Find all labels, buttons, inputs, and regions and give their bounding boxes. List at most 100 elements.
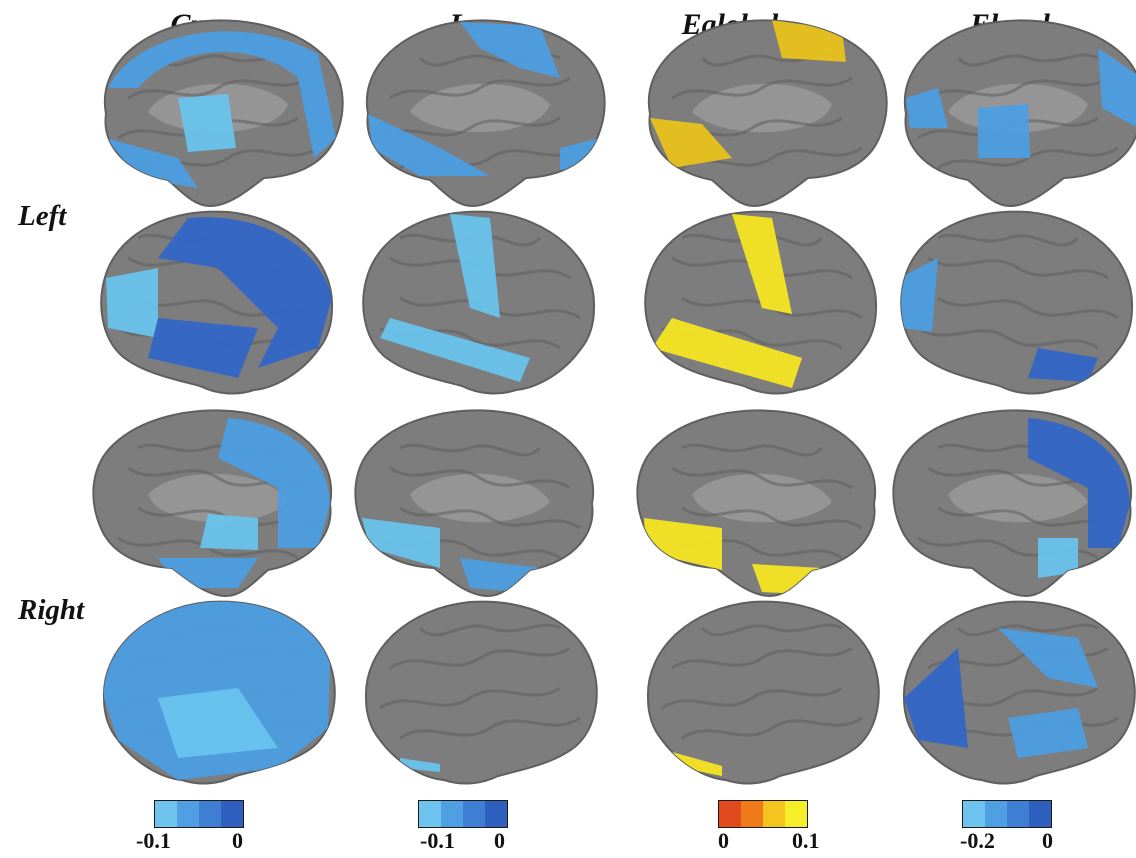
sulcus-line — [937, 296, 1119, 320]
highlight-region — [650, 118, 732, 168]
highlight-region — [460, 22, 560, 78]
brain-panel-right-medial-lp — [354, 409, 595, 597]
highlight-region — [644, 518, 722, 570]
sulcus-line — [956, 53, 1099, 67]
row-label-left: Left — [18, 200, 67, 232]
highlight-region — [1028, 348, 1098, 382]
highlight-region — [1028, 418, 1130, 548]
sulcus-line — [418, 623, 561, 637]
colorbar-swatch — [763, 801, 785, 827]
brain-panel-left-medial-eglobal — [647, 19, 888, 207]
sulcus-line — [379, 686, 561, 710]
colorbar-swatch — [221, 801, 243, 827]
highlight-region — [106, 268, 158, 338]
highlight-region — [732, 214, 792, 314]
sulcus-line — [681, 716, 863, 740]
sulcus-line — [671, 646, 853, 670]
highlight-region — [752, 564, 822, 594]
highlight-region — [906, 88, 948, 128]
highlight-region — [380, 318, 530, 382]
colorbar-elocal-min: -0.2 — [960, 828, 995, 853]
highlight-region — [1038, 538, 1078, 578]
highlight-region — [218, 418, 330, 548]
sulcus-line — [389, 76, 571, 100]
highlight-region — [368, 114, 490, 176]
colorbar-swatch — [963, 801, 985, 827]
colorbar-swatch — [985, 801, 1007, 827]
highlight-region — [1098, 48, 1136, 128]
colorbar-swatch — [177, 801, 199, 827]
brain-panel-left-medial-cp — [103, 19, 344, 207]
colorbar-eglobal-max: 0.1 — [792, 828, 820, 853]
sulcus-line — [671, 76, 853, 100]
colorbar-elocal-max: 0 — [1042, 828, 1053, 853]
sulcus-line — [927, 256, 1109, 280]
colorbar-swatch — [155, 801, 177, 827]
sulcus-line — [399, 443, 542, 457]
brain-panel-right-medial-eglobal — [636, 409, 877, 597]
sulcus-line — [700, 623, 843, 637]
colorbar-swatch — [785, 801, 807, 827]
brain-panel-right-lateral-cp — [102, 600, 336, 785]
brain-panel-left-lateral-eglobal — [644, 210, 878, 395]
highlight-region — [672, 752, 722, 776]
colorbar-eglobal — [718, 800, 808, 828]
colorbar-swatch — [1029, 801, 1051, 827]
highlight-region — [652, 318, 802, 388]
highlight-region — [901, 258, 938, 332]
colorbar-lp-max: 0 — [494, 828, 505, 853]
brain-panel-left-medial-lp — [365, 19, 606, 207]
sulcus-line — [127, 76, 309, 100]
highlight-region — [450, 214, 500, 318]
sulcus-line — [399, 716, 581, 740]
sulcus-line — [389, 466, 571, 490]
highlight-region — [148, 318, 258, 378]
colorbar-elocal — [962, 800, 1052, 828]
highlight-region — [904, 648, 968, 748]
colorbar-cp-min: -0.1 — [136, 828, 171, 853]
colorbar-swatch — [1007, 801, 1029, 827]
brain-panel-right-medial-cp — [92, 409, 333, 597]
sulcus-line — [917, 326, 1099, 350]
highlight-region — [178, 94, 236, 152]
sulcus-line — [671, 466, 853, 490]
brain-panel-right-lateral-elocal — [902, 600, 1136, 785]
highlight-region — [158, 688, 278, 758]
sulcus-line — [379, 116, 561, 140]
colorbar-lp-min: -0.1 — [420, 828, 455, 853]
highlight-region — [1008, 708, 1088, 758]
colorbar-swatch — [741, 801, 763, 827]
sulcus-line — [389, 646, 571, 670]
brain-panel-left-lateral-cp — [100, 210, 334, 395]
highlight-region — [362, 518, 440, 568]
highlight-region — [158, 217, 332, 368]
brain-panel-right-lateral-lp — [364, 600, 598, 785]
sulcus-line — [681, 443, 824, 457]
sulcus-line — [937, 233, 1080, 247]
colorbar-swatch — [199, 801, 221, 827]
highlight-region — [998, 628, 1098, 688]
brain-panel-left-lateral-lp — [362, 210, 596, 395]
colorbar-swatch — [719, 801, 741, 827]
sulcus-line — [661, 686, 843, 710]
colorbar-cp-max: 0 — [232, 828, 243, 853]
brain-panel-right-lateral-eglobal — [646, 600, 880, 785]
highlight-region — [108, 31, 336, 158]
brain-panel-left-lateral-elocal — [900, 210, 1134, 395]
colorbar-eglobal-min: 0 — [718, 828, 729, 853]
colorbar-swatch — [419, 801, 441, 827]
brain-panel-left-medial-elocal — [903, 19, 1136, 207]
colorbar-swatch — [441, 801, 463, 827]
sulcus-line — [956, 623, 1099, 637]
colorbar-swatch — [463, 801, 485, 827]
highlight-region — [772, 20, 846, 62]
highlight-region — [200, 514, 258, 550]
panels-layer — [92, 19, 1136, 785]
brain-panel-right-medial-elocal — [892, 409, 1133, 597]
highlight-region — [978, 104, 1030, 158]
sulcus-line — [399, 506, 581, 530]
colorbar-swatch — [485, 801, 507, 827]
sulcus-line — [681, 506, 863, 530]
highlight-region — [106, 138, 198, 188]
